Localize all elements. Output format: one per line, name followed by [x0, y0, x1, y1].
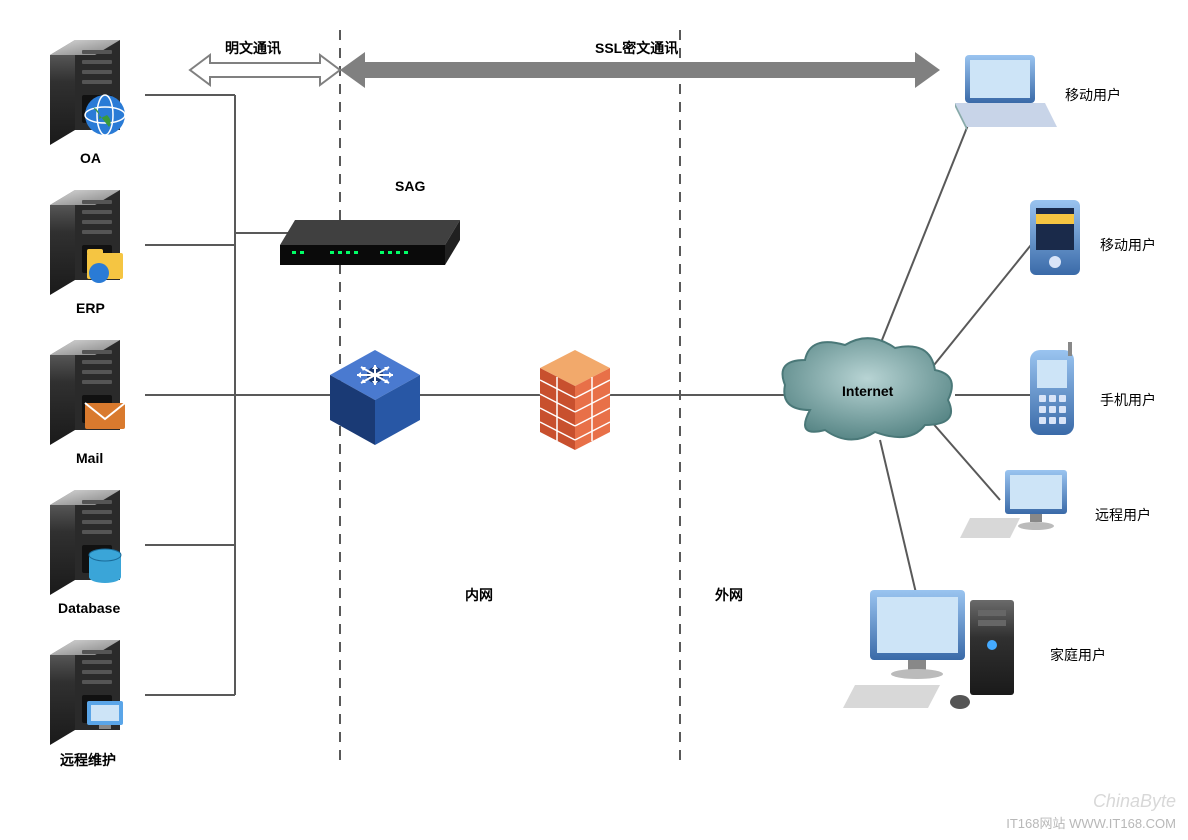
server-database — [50, 490, 121, 595]
server-mail — [50, 340, 125, 445]
sag-label: SAG — [395, 178, 425, 194]
edge-cloud-remote — [930, 420, 1000, 500]
edge-cloud-laptop — [880, 120, 970, 345]
client-laptop — [955, 55, 1057, 131]
internal-zone-label: 内网 — [465, 585, 493, 605]
edge-cloud-home — [880, 440, 920, 610]
external-zone-label: 外网 — [715, 585, 743, 605]
edge-cloud-pda — [930, 240, 1035, 370]
plaintext-label: 明文通讯 — [225, 38, 281, 58]
client-remote-label: 远程用户 — [1095, 505, 1151, 525]
server-oa — [50, 40, 125, 145]
firewall-device — [540, 350, 610, 450]
server-erp — [50, 190, 123, 295]
watermark-brand: ChinaByte — [1093, 791, 1176, 812]
client-laptop-label: 移动用户 — [1065, 85, 1121, 105]
client-pda-label: 移动用户 — [1100, 235, 1156, 255]
client-pda — [1030, 200, 1080, 275]
watermark-text: IT168网站 WWW.IT168.COM — [1006, 813, 1176, 832]
server-mail-label: Mail — [76, 450, 103, 466]
switch-device — [330, 350, 420, 445]
client-remote — [960, 470, 1067, 538]
internet-label: Internet — [842, 383, 893, 399]
server-maint-label: 远程维护 — [60, 750, 116, 770]
client-phone-label: 手机用户 — [1100, 390, 1156, 410]
server-oa-label: OA — [80, 150, 101, 166]
plaintext-arrow — [190, 55, 340, 85]
ssl-label: SSL密文通讯 — [595, 38, 678, 58]
client-home-label: 家庭用户 — [1050, 645, 1106, 665]
sag-device — [280, 220, 460, 265]
server-maint — [50, 640, 123, 745]
diagram-canvas — [0, 0, 1188, 840]
server-database-label: Database — [58, 600, 120, 616]
server-erp-label: ERP — [76, 300, 105, 316]
client-home — [843, 590, 1014, 709]
client-phone — [1030, 342, 1074, 435]
